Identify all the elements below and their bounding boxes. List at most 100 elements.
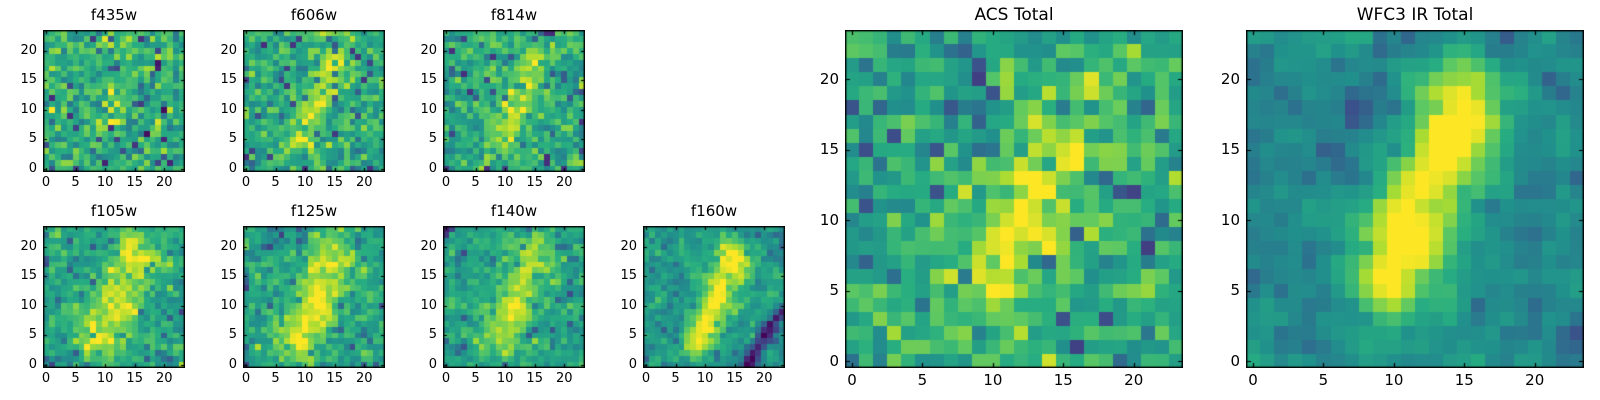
x-tick-label-f160w: 15 [726, 371, 743, 386]
x-tick-label-f814w: 10 [496, 175, 514, 190]
heatmap-image-f160w [643, 226, 785, 368]
y-tick-label-f140w: 10 [420, 297, 437, 313]
x-tick-label-f125w: 0 [241, 371, 251, 386]
y-tick-label-f140w: 5 [428, 327, 437, 343]
x-tick-label-f140w: 15 [526, 371, 543, 386]
x-tick-label-f125w: 10 [296, 371, 314, 386]
panel-f125w: f125w 0 5 10 15 20 0 5 10 15 20 [188, 198, 395, 392]
y-tick-label-f140w: 20 [420, 238, 437, 254]
x-tick-label-wfc3-ir-total: 15 [1454, 371, 1474, 389]
y-tick-label-f105w: 15 [20, 268, 37, 284]
x-tick-label-f105w: 20 [156, 371, 173, 386]
y-tick-label-wfc3-ir-total: 20 [1220, 69, 1240, 88]
y-tick-label-acs-total: 0 [829, 351, 839, 370]
y-tick-label-f814w: 5 [428, 131, 437, 147]
y-tick-label-wfc3-ir-total: 5 [1230, 281, 1240, 300]
x-tick-label-f606w: 20 [356, 175, 373, 190]
y-tick-label-acs-total: 20 [819, 69, 839, 88]
x-tick-label-acs-total: 15 [1053, 371, 1073, 389]
panel-acs-total: ACS Total 0 5 10 15 20 0 5 10 15 20 [790, 2, 1193, 392]
panel-f814w: f814w 0 5 10 15 20 0 5 10 15 20 [388, 2, 595, 196]
panel-title-f140w: f140w [490, 202, 538, 220]
panel-wfc3-ir-total: WFC3 IR Total 0 5 10 15 20 0 5 10 15 20 [1191, 2, 1594, 392]
y-tick-label-f125w: 0 [228, 356, 237, 372]
x-tick-label-f606w: 0 [241, 175, 251, 190]
panel-title-f160w: f160w [690, 202, 738, 220]
x-tick-label-f105w: 10 [96, 371, 114, 386]
y-tick-label-f160w: 15 [620, 268, 637, 284]
y-tick-label-f125w: 20 [220, 238, 237, 254]
x-tick-label-acs-total: 5 [917, 371, 928, 389]
y-tick-label-f435w: 20 [20, 42, 37, 58]
x-tick-label-f435w: 20 [156, 175, 173, 190]
heatmap-image-f814w [443, 30, 585, 172]
x-tick-label-f160w: 10 [696, 371, 714, 386]
y-tick-label-acs-total: 15 [819, 140, 839, 159]
y-tick-label-acs-total: 10 [819, 210, 839, 229]
x-tick-label-f105w: 0 [41, 371, 51, 386]
panel-f606w: f606w 0 5 10 15 20 0 5 10 15 20 [188, 2, 395, 196]
y-tick-label-f160w: 5 [628, 327, 637, 343]
y-tick-label-f105w: 20 [20, 238, 37, 254]
y-tick-label-f435w: 15 [20, 72, 37, 88]
panel-title-f606w: f606w [290, 6, 338, 24]
x-tick-label-wfc3-ir-total: 10 [1384, 371, 1404, 389]
x-tick-label-f435w: 5 [71, 175, 80, 190]
y-tick-label-f814w: 10 [420, 101, 437, 117]
heatmap-image-f606w [243, 30, 385, 172]
y-tick-label-f105w: 0 [28, 356, 37, 372]
x-tick-label-f160w: 0 [641, 371, 651, 386]
x-tick-label-f140w: 0 [441, 371, 451, 386]
y-tick-label-wfc3-ir-total: 10 [1220, 210, 1240, 229]
y-tick-label-f435w: 10 [20, 101, 37, 117]
y-tick-label-f160w: 10 [620, 297, 637, 313]
x-tick-label-acs-total: 20 [1124, 371, 1144, 389]
y-tick-label-f814w: 0 [428, 160, 437, 176]
y-tick-label-f140w: 15 [420, 268, 437, 284]
x-tick-label-f105w: 15 [126, 371, 143, 386]
y-tick-label-f105w: 10 [20, 297, 37, 313]
panel-title-f435w: f435w [90, 6, 138, 24]
y-tick-label-f606w: 5 [228, 131, 237, 147]
y-tick-label-f105w: 5 [28, 327, 37, 343]
y-tick-label-f435w: 5 [28, 131, 37, 147]
y-tick-label-f160w: 0 [628, 356, 637, 372]
x-tick-label-f140w: 20 [556, 371, 573, 386]
panel-title-acs-total: ACS Total [974, 5, 1054, 25]
y-tick-label-f814w: 15 [420, 72, 437, 88]
x-tick-label-f435w: 10 [96, 175, 114, 190]
x-tick-label-f105w: 5 [71, 371, 80, 386]
x-tick-label-f814w: 15 [526, 175, 543, 190]
heatmap-image-f125w [243, 226, 385, 368]
heatmap-image-wfc3-ir-total [1246, 30, 1584, 368]
x-tick-label-wfc3-ir-total: 5 [1318, 371, 1329, 389]
x-tick-label-f435w: 0 [41, 175, 51, 190]
heatmap-image-acs-total [845, 30, 1183, 368]
heatmap-image-f435w [43, 30, 185, 172]
y-tick-label-f125w: 15 [220, 268, 237, 284]
x-tick-label-f606w: 10 [296, 175, 314, 190]
heatmap-image-f140w [443, 226, 585, 368]
panel-f435w: f435w 0 5 10 15 20 0 5 10 15 20 [0, 2, 195, 196]
y-tick-label-wfc3-ir-total: 0 [1230, 351, 1240, 370]
x-tick-label-f125w: 15 [326, 371, 343, 386]
x-tick-label-f160w: 20 [756, 371, 773, 386]
x-tick-label-wfc3-ir-total: 20 [1525, 371, 1545, 389]
x-tick-label-f606w: 15 [326, 175, 343, 190]
y-tick-label-f125w: 5 [228, 327, 237, 343]
y-tick-label-f606w: 20 [220, 42, 237, 58]
x-tick-label-f606w: 5 [271, 175, 280, 190]
panel-f160w: f160w 0 5 10 15 20 0 5 10 15 20 [588, 198, 795, 392]
y-tick-label-acs-total: 5 [829, 281, 839, 300]
heatmap-image-f105w [43, 226, 185, 368]
x-tick-label-f160w: 5 [671, 371, 680, 386]
x-tick-label-wfc3-ir-total: 0 [1248, 371, 1258, 389]
x-tick-label-f140w: 10 [496, 371, 514, 386]
panel-title-f125w: f125w [290, 202, 338, 220]
y-tick-label-f814w: 20 [420, 42, 437, 58]
panel-f140w: f140w 0 5 10 15 20 0 5 10 15 20 [388, 198, 595, 392]
y-tick-label-f125w: 10 [220, 297, 237, 313]
panel-title-f814w: f814w [490, 6, 538, 24]
y-tick-label-f140w: 0 [428, 356, 437, 372]
